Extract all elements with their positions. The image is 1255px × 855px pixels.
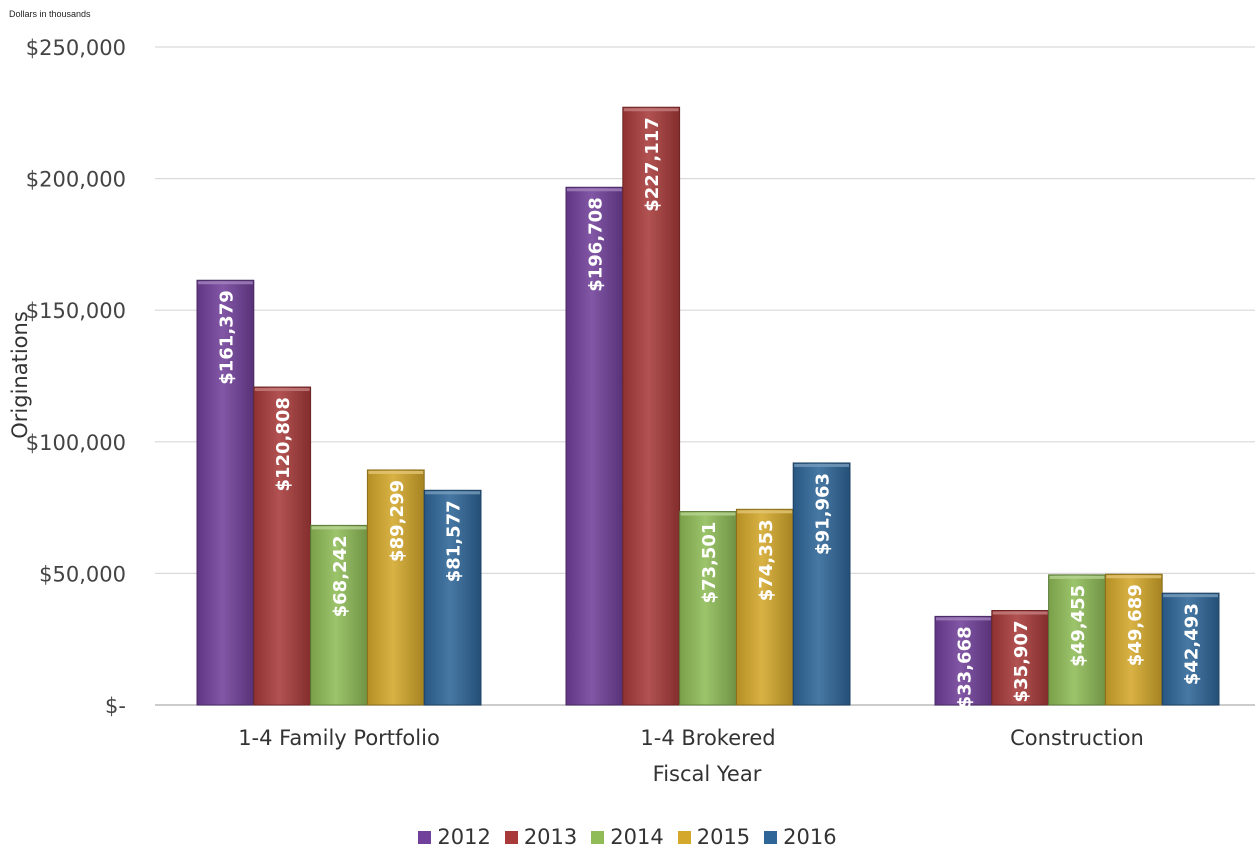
data-label: $74,353 [756,519,777,601]
data-label: $89,299 [387,480,408,562]
bar-2015-2 [1104,573,1163,706]
y-tick-label: $- [105,694,126,718]
unit-note: Dollars in thousands [9,9,91,19]
bar-highlight [623,108,679,112]
y-tick-label: $100,000 [26,431,126,455]
data-label: $42,493 [1182,603,1203,685]
legend-label: 2016 [783,825,837,849]
legend-label: 2013 [523,825,578,849]
bar-highlight [1049,575,1105,579]
bar-2013-0 [253,386,312,706]
bar-highlight [680,512,736,516]
data-labels: $161,379 $120,808 $68,242 $89,299 $81,577 $19… [216,117,1202,708]
legend-swatch [504,830,518,844]
y-tick-label: $150,000 [26,299,126,323]
x-tick-label: 1-4 Family Portfolio [238,726,440,750]
bar-highlight [1163,594,1218,598]
bar-highlight [794,463,849,467]
bar-2016-0 [423,489,482,706]
legend-label: 2015 [696,825,751,849]
x-axis-ticks: 1-4 Family Portfolio 1-4 Brokered Construc… [238,726,1144,750]
data-label: $49,689 [1125,584,1146,666]
bar-2014-0 [310,524,368,706]
data-label: $120,808 [273,397,294,492]
legend: 2012 2013 2014 2015 2016 [0,825,1255,849]
legend-item-2015: 2015 [677,825,751,849]
bar-highlight [425,491,480,495]
legend-item-2014: 2014 [591,825,664,849]
x-tick-label: 1-4 Brokered [640,726,775,750]
data-label: $33,668 [954,626,975,708]
x-axis-title: Fiscal Year [653,762,762,786]
data-label: $161,379 [216,290,237,385]
bar-2013-2 [991,609,1050,706]
data-label: $68,242 [330,535,351,617]
legend-label: 2012 [437,825,491,849]
data-label: $49,455 [1068,585,1089,667]
y-tick-label: $50,000 [39,562,126,586]
legend-label: 2014 [610,825,664,849]
legend-swatch [764,830,778,844]
bar-2012-0 [196,279,255,706]
bar-2016-1 [792,462,851,706]
bar-2012-2 [934,615,993,706]
legend-item-2013: 2013 [504,825,578,849]
bar-highlight [1106,575,1162,579]
legend-swatch [591,830,605,844]
data-label: $91,963 [813,473,834,555]
bar-2013-1 [622,106,681,706]
bar-2014-1 [679,511,737,706]
data-label: $81,577 [444,500,465,582]
bar-2016-2 [1161,592,1220,706]
bar-highlight [198,281,253,285]
y-tick-label: $200,000 [26,168,126,192]
legend-item-2012: 2012 [418,825,491,849]
bar-highlight [737,510,793,514]
data-label: $35,907 [1011,620,1032,702]
data-label: $196,708 [585,197,606,292]
bar-2015-0 [366,469,425,706]
legend-swatch [677,830,691,844]
bar-2014-2 [1048,574,1106,706]
bar-2015-1 [735,508,794,706]
y-axis-title: Originations [8,311,32,439]
y-tick-label: $250,000 [26,36,126,60]
y-axis-ticks: $- $50,000 $100,000 $150,000 $200,000 $250,00… [26,36,126,718]
legend-item-2016: 2016 [764,825,837,849]
data-label: $227,117 [642,117,663,212]
bar-highlight [992,611,1048,615]
x-tick-label: Construction [1010,726,1144,750]
bar-highlight [936,617,991,621]
bar-highlight [567,188,622,192]
bars [196,106,1220,706]
bar-highlight [368,470,424,474]
bar-highlight [254,388,310,392]
bar-2012-1 [565,186,624,706]
bar-highlight [311,526,367,530]
data-label: $73,501 [699,522,720,604]
legend-swatch [418,830,432,844]
